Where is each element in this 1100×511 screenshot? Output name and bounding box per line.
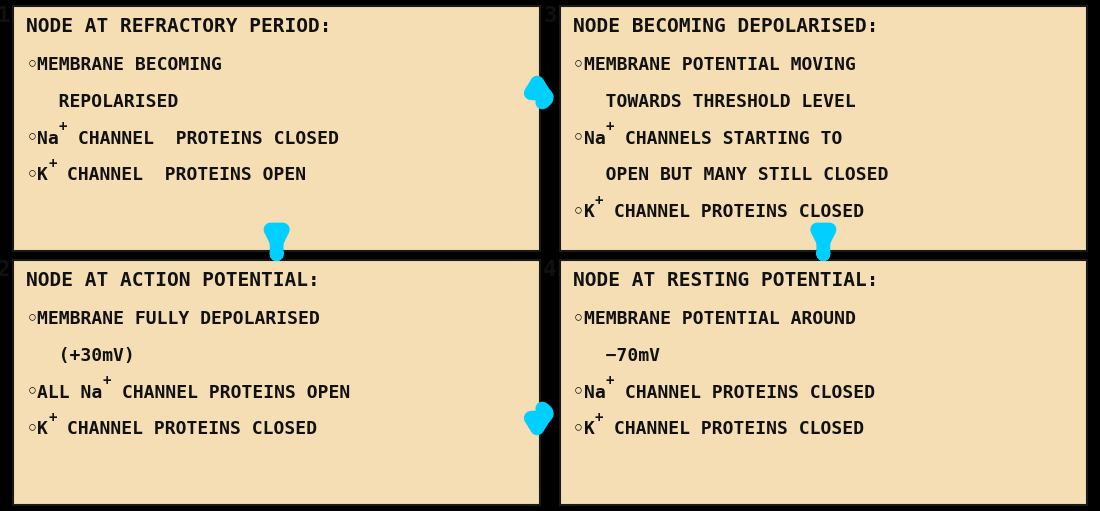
Text: (+30mV): (+30mV) xyxy=(26,347,135,365)
Text: OPEN BUT MANY STILL CLOSED: OPEN BUT MANY STILL CLOSED xyxy=(573,167,889,184)
Text: K: K xyxy=(584,421,595,438)
Text: +: + xyxy=(606,121,614,134)
Text: +: + xyxy=(606,375,614,388)
Text: NODE BECOMING DEPOLARISED:: NODE BECOMING DEPOLARISED: xyxy=(573,17,879,36)
Text: ◦: ◦ xyxy=(26,56,37,74)
FancyArrowPatch shape xyxy=(531,409,547,428)
Text: NODE AT RESTING POTENTIAL:: NODE AT RESTING POTENTIAL: xyxy=(573,271,879,290)
Text: K: K xyxy=(584,203,595,221)
Text: +: + xyxy=(48,411,56,425)
Text: ◦: ◦ xyxy=(26,130,37,148)
Text: NODE AT ACTION POTENTIAL:: NODE AT ACTION POTENTIAL: xyxy=(26,271,320,290)
FancyArrowPatch shape xyxy=(271,229,283,254)
Text: ◦: ◦ xyxy=(573,421,584,438)
Text: CHANNEL PROTEINS CLOSED: CHANNEL PROTEINS CLOSED xyxy=(603,203,865,221)
Text: CHANNEL PROTEINS OPEN: CHANNEL PROTEINS OPEN xyxy=(111,384,350,402)
Text: Na: Na xyxy=(37,130,59,148)
Text: MEMBRANE BECOMING: MEMBRANE BECOMING xyxy=(37,56,222,74)
FancyBboxPatch shape xyxy=(560,6,1087,251)
Text: ◦: ◦ xyxy=(26,167,37,184)
Text: CHANNEL PROTEINS CLOSED: CHANNEL PROTEINS CLOSED xyxy=(603,421,865,438)
Text: 4: 4 xyxy=(543,260,557,280)
Text: ◦: ◦ xyxy=(26,384,37,402)
FancyArrowPatch shape xyxy=(531,83,547,102)
Text: MEMBRANE POTENTIAL AROUND: MEMBRANE POTENTIAL AROUND xyxy=(584,310,856,328)
Text: ALL Na: ALL Na xyxy=(37,384,102,402)
FancyBboxPatch shape xyxy=(13,6,540,251)
Text: MEMBRANE POTENTIAL MOVING: MEMBRANE POTENTIAL MOVING xyxy=(584,56,856,74)
Text: 3: 3 xyxy=(543,6,557,26)
Text: +: + xyxy=(595,411,603,425)
FancyArrowPatch shape xyxy=(817,229,829,254)
Text: +: + xyxy=(48,157,56,171)
Text: 2: 2 xyxy=(0,260,10,280)
Text: CHANNEL  PROTEINS CLOSED: CHANNEL PROTEINS CLOSED xyxy=(67,130,339,148)
Text: ◦: ◦ xyxy=(573,56,584,74)
Text: K: K xyxy=(37,167,48,184)
Text: +: + xyxy=(595,194,603,208)
Text: CHANNEL PROTEINS CLOSED: CHANNEL PROTEINS CLOSED xyxy=(56,421,318,438)
Text: MEMBRANE FULLY DEPOLARISED: MEMBRANE FULLY DEPOLARISED xyxy=(37,310,320,328)
Text: 1: 1 xyxy=(0,6,10,26)
Text: Na: Na xyxy=(584,384,606,402)
Text: TOWARDS THRESHOLD LEVEL: TOWARDS THRESHOLD LEVEL xyxy=(573,93,856,111)
Text: ◦: ◦ xyxy=(573,203,584,221)
Text: ◦: ◦ xyxy=(573,130,584,148)
Text: CHANNEL  PROTEINS OPEN: CHANNEL PROTEINS OPEN xyxy=(56,167,307,184)
Text: ◦: ◦ xyxy=(573,384,584,402)
Text: K: K xyxy=(37,421,48,438)
FancyBboxPatch shape xyxy=(13,260,540,505)
Text: ◦: ◦ xyxy=(26,310,37,328)
FancyBboxPatch shape xyxy=(560,260,1087,505)
Text: CHANNELS STARTING TO: CHANNELS STARTING TO xyxy=(614,130,843,148)
Text: NODE AT REFRACTORY PERIOD:: NODE AT REFRACTORY PERIOD: xyxy=(26,17,332,36)
Text: +: + xyxy=(59,121,67,134)
Text: CHANNEL PROTEINS CLOSED: CHANNEL PROTEINS CLOSED xyxy=(614,384,874,402)
Text: −70mV: −70mV xyxy=(573,347,660,365)
Text: REPOLARISED: REPOLARISED xyxy=(26,93,178,111)
Text: +: + xyxy=(102,375,111,388)
Text: ◦: ◦ xyxy=(26,421,37,438)
Text: ◦: ◦ xyxy=(573,310,584,328)
Text: Na: Na xyxy=(584,130,606,148)
